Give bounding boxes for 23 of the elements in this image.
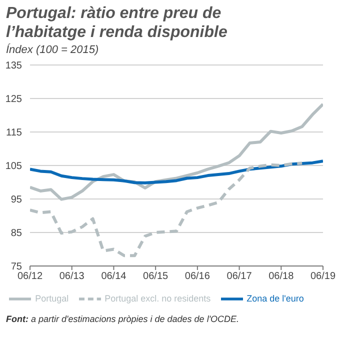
line-series xyxy=(30,160,323,184)
chart-title: Portugal: ràtio entre preu de l’habitatge i renda disponible xyxy=(6,4,228,42)
legend-label: Zona de l'euro xyxy=(246,293,304,304)
x-tick-label: 06/19 xyxy=(310,271,336,282)
legend-label: Portugal excl. no residents xyxy=(104,293,211,304)
y-tick-label: 85 xyxy=(10,228,22,240)
y-axis-title: Índex (100 = 2015) xyxy=(6,44,99,56)
text: Font: a partir d'estimacions pròpies i de dades de l'OCDE. xyxy=(6,314,240,324)
y-tick-label: 95 xyxy=(10,194,22,206)
x-tick-label: 06/15 xyxy=(143,271,169,282)
y-tick-label: 75 xyxy=(10,262,22,273)
y-tick-label: 115 xyxy=(6,128,22,139)
x-tick-label: 06/17 xyxy=(226,271,252,282)
y-tick-label: 105 xyxy=(5,161,22,172)
y-tick-label: 135 xyxy=(5,60,22,72)
line-series xyxy=(30,162,304,258)
x-tick-label: 06/18 xyxy=(268,271,294,282)
x-tick-label: 06/14 xyxy=(101,271,127,282)
x-tick-label: 06/16 xyxy=(184,271,210,282)
y-tick-label: 125 xyxy=(5,94,22,106)
x-tick-label: 06/12 xyxy=(17,271,43,282)
legend-label: Portugal xyxy=(35,293,69,304)
x-tick-label: 06/13 xyxy=(59,271,85,282)
